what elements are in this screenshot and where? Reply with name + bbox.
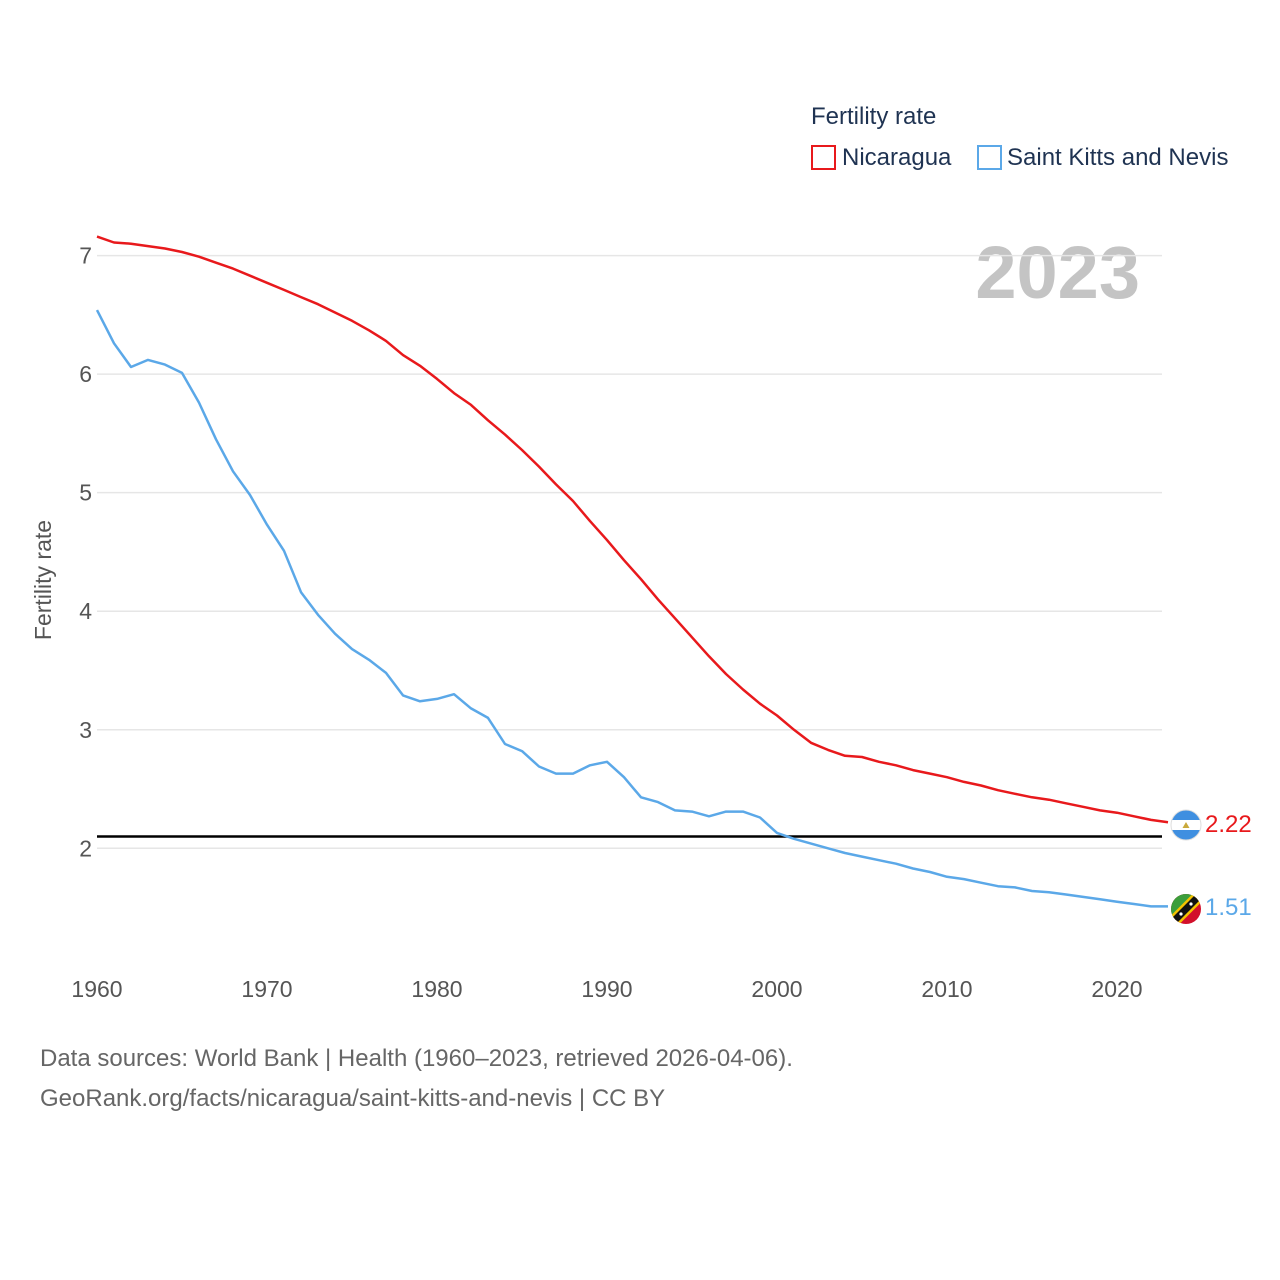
y-tick-label: 4 [79,598,92,624]
x-tick-label: 2010 [921,976,972,1002]
y-tick-label: 7 [79,243,92,269]
series-line-saint-kitts-and-nevis [95,309,1168,908]
x-tick-label: 2000 [751,976,802,1002]
y-axis-ticks: 2 3 4 5 6 7 [79,243,92,862]
legend-item-nicaragua[interactable]: Nicaragua [811,144,952,171]
end-label-nicaragua: 2.22 [1205,811,1252,838]
legend-label-nicaragua: Nicaragua [842,144,952,171]
footer-link[interactable]: GeoRank.org/facts/nicaragua/saint-kitts-… [40,1085,666,1112]
nicaragua-flag-icon [1170,809,1202,841]
x-tick-label: 1960 [71,976,122,1002]
x-axis-ticks: 1960 1970 1980 1990 2000 2010 2020 [71,976,1142,1002]
footer-sources: Data sources: World Bank | Health (1960–… [40,1045,793,1072]
legend-swatch-nicaragua [811,145,836,170]
x-tick-label: 1970 [241,976,292,1002]
year-label: 2023 [975,231,1140,314]
grid [97,254,1162,850]
y-axis-title: Fertility rate [30,520,56,640]
y-tick-label: 2 [79,835,92,861]
legend-swatch-saint-kitts-and-nevis [977,145,1002,170]
x-tick-label: 2020 [1091,976,1142,1002]
y-tick-label: 5 [79,480,92,506]
saint-kitts-and-nevis-flag-icon [1171,894,1201,924]
y-tick-label: 6 [79,361,92,387]
legend-label-saint-kitts-and-nevis: Saint Kitts and Nevis [1007,144,1228,171]
y-tick-label: 3 [79,717,92,743]
end-label-saint-kitts-and-nevis: 1.51 [1205,894,1252,921]
series-line-nicaragua [96,235,1169,824]
legend-title: Fertility rate [811,103,936,130]
legend-item-saint-kitts-and-nevis[interactable]: Saint Kitts and Nevis [977,144,1228,171]
x-tick-label: 1990 [581,976,632,1002]
x-tick-label: 1980 [411,976,462,1002]
